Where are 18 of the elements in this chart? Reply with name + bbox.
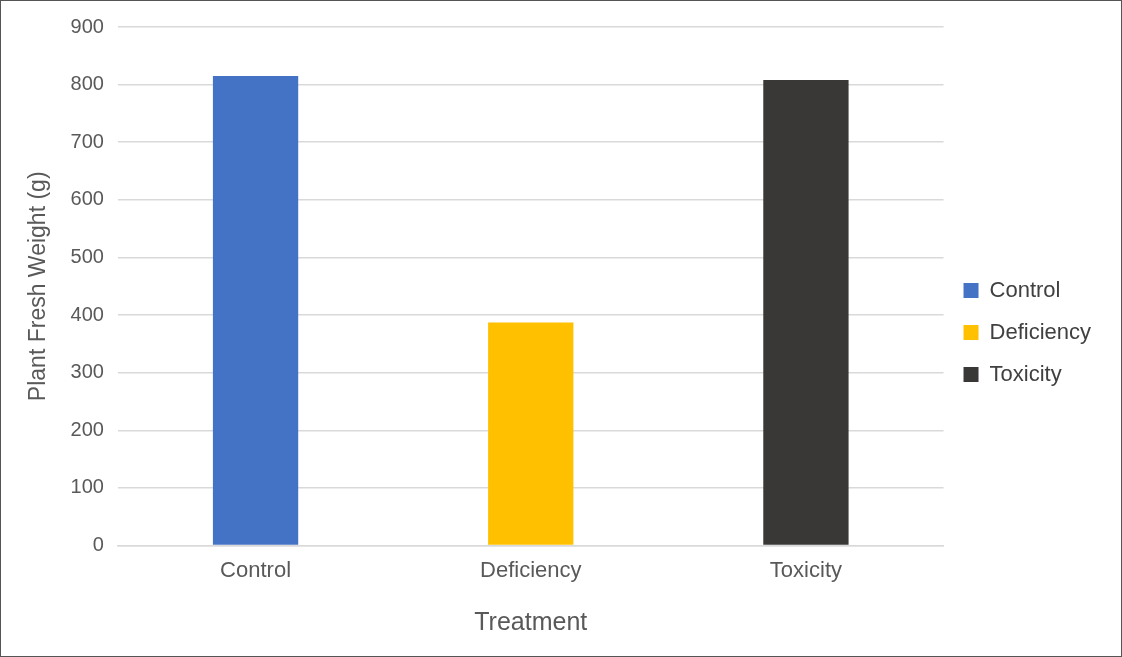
x-axis-title: Treatment xyxy=(474,606,588,635)
y-axis-title: Plant Fresh Weight (g) xyxy=(24,171,51,402)
legend-label: Toxicity xyxy=(989,360,1062,386)
x-tick-label: Control xyxy=(220,556,292,582)
x-tick-label: Toxicity xyxy=(769,556,842,582)
y-tick-label: 600 xyxy=(70,187,104,210)
legend-label: Deficiency xyxy=(989,318,1091,344)
y-tick-label: 200 xyxy=(70,417,104,440)
y-tick-label: 500 xyxy=(70,245,104,267)
legend-label: Control xyxy=(989,276,1061,302)
y-tick-label: 300 xyxy=(70,360,104,383)
y-tick-label: 100 xyxy=(70,475,104,498)
y-tick-label: 400 xyxy=(70,302,104,325)
y-tick-label: 0 xyxy=(92,533,104,556)
x-tick-label: Deficiency xyxy=(480,556,582,582)
y-tick-label: 800 xyxy=(70,72,104,95)
y-tick-label: 900 xyxy=(70,14,104,37)
y-tick-label: 700 xyxy=(70,129,104,152)
